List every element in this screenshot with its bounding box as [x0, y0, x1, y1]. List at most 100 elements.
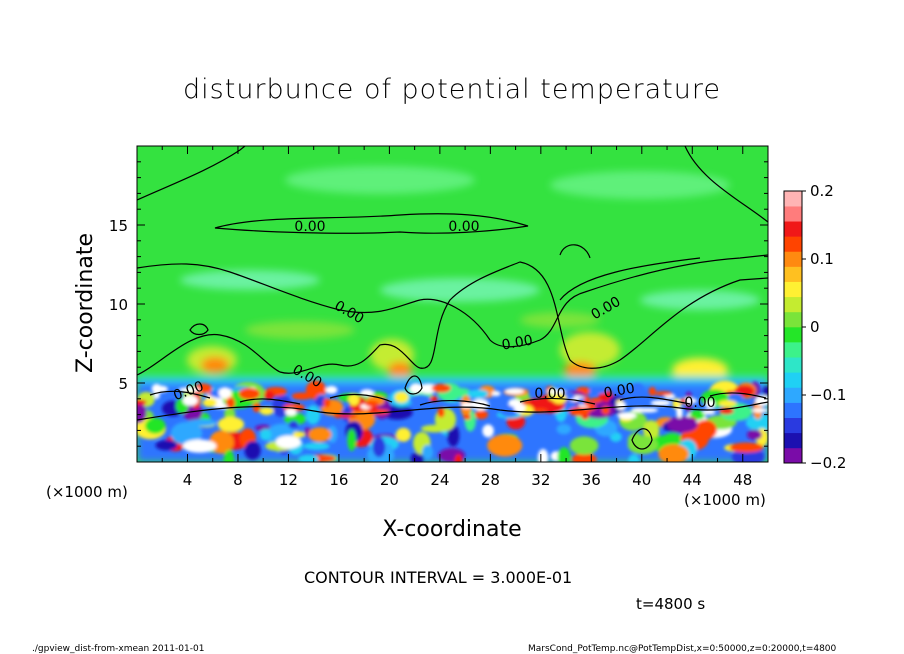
field-blob	[291, 392, 313, 400]
field-blob	[727, 393, 743, 403]
field-blob	[364, 400, 379, 408]
field-blob	[303, 442, 330, 450]
y-axis-label: Z-coordinate	[73, 233, 98, 373]
field-blob	[508, 398, 522, 407]
field-blob	[409, 383, 423, 394]
field-blob	[745, 414, 768, 432]
axis-ticks	[137, 146, 768, 462]
field-blob	[447, 424, 460, 447]
y-tick-label: 15	[109, 217, 128, 235]
field-blob	[429, 395, 438, 403]
colorbar-tick-label: 0	[810, 318, 820, 336]
field-blob	[627, 435, 658, 455]
y-tick-labels: 5 10 15	[109, 217, 128, 393]
x-tick-label: 8	[233, 471, 243, 489]
field-blob	[616, 401, 627, 411]
field-blob	[705, 399, 716, 409]
field-blob	[292, 431, 305, 438]
footer-right: MarsCond_PotTemp.nc@PotTempDist,x=0:5000…	[528, 644, 837, 654]
colorbar-swatch	[784, 221, 802, 237]
field-blob	[325, 385, 338, 395]
y-tick-label: 10	[109, 296, 128, 314]
contour-label: 0.00	[501, 332, 534, 353]
colorbar-tick-label: 0.1	[810, 250, 834, 268]
field-blob	[226, 397, 236, 409]
field-blob	[170, 421, 203, 446]
colorbar-swatch	[784, 432, 802, 449]
contour-lines	[137, 146, 768, 450]
field-blob	[155, 440, 178, 451]
field-blob	[223, 449, 235, 462]
contour-label: 0.00	[534, 386, 565, 402]
field-blob	[628, 454, 640, 462]
field-blob	[288, 420, 299, 429]
field-blob	[588, 388, 608, 394]
footer-left: ./gpview_dist-from-xmean 2011-01-01	[32, 644, 204, 654]
field-blob	[463, 414, 471, 420]
x-tick-label: 48	[733, 471, 752, 489]
colorbar-swatch	[784, 311, 802, 328]
x-tick-labels: 4 8 12 16 20 24 28 32 36 40 44 48	[183, 471, 753, 489]
field-blob	[153, 390, 160, 400]
field-blob	[259, 406, 274, 416]
x-tick-label: 4	[183, 471, 193, 489]
colorbar-swatch	[784, 327, 802, 343]
contour-label: 0.00	[448, 219, 479, 235]
field-blob	[244, 441, 261, 460]
colorbar-tick-labels: 0.2 0.1 0 −0.1 −0.2	[802, 182, 846, 472]
field-blob	[650, 400, 671, 406]
chart-title: disturbunce of potential temperature	[183, 74, 721, 105]
field-blob	[372, 436, 386, 458]
field-blob	[729, 442, 764, 453]
field-blob	[690, 409, 705, 420]
field-blob	[546, 389, 567, 394]
field-blob	[224, 407, 236, 420]
x-tick-label: 44	[683, 471, 702, 489]
field-blob	[537, 448, 549, 462]
colorbar-swatch	[784, 447, 802, 464]
y-tick-label: 5	[118, 375, 128, 393]
field-blob	[263, 390, 275, 400]
field-blob	[487, 434, 523, 457]
contour-label: 0.00	[603, 380, 636, 401]
colorbar	[784, 191, 802, 464]
field-blob	[347, 429, 356, 452]
colorbar-swatch	[784, 342, 802, 358]
field-blob	[348, 393, 360, 406]
field-blob	[556, 423, 572, 435]
field-blob	[719, 402, 753, 421]
field-blob	[394, 391, 409, 403]
heatmap-field	[137, 146, 768, 462]
field-blob	[217, 416, 245, 432]
colorbar-swatch	[784, 206, 802, 222]
colorbar-swatch	[784, 191, 802, 207]
field-blob	[137, 399, 147, 406]
field-blob	[410, 452, 424, 462]
contour-label: 0.00	[294, 219, 325, 235]
field-blob	[702, 409, 716, 415]
field-blob	[182, 395, 198, 406]
field-blob	[285, 408, 297, 416]
field-blob	[583, 395, 591, 407]
field-blob	[431, 383, 451, 393]
field-blob	[530, 408, 548, 413]
field-blob	[336, 413, 358, 418]
field-blob	[654, 391, 673, 396]
colorbar-swatch	[784, 281, 802, 298]
colorbar-tick-label: 0.2	[810, 182, 834, 200]
colorbar-swatch	[784, 372, 802, 388]
colorbar-tick-label: −0.2	[810, 454, 846, 472]
field-blob	[454, 453, 463, 462]
time-label: t=4800 s	[636, 595, 705, 613]
x-tick-label: 20	[380, 471, 399, 489]
field-blob	[218, 387, 232, 399]
field-blob	[631, 383, 644, 394]
field-blob	[569, 436, 599, 455]
field-blob	[648, 386, 656, 396]
field-blob	[467, 389, 489, 399]
x-unit-right: (×1000 m)	[684, 491, 766, 509]
field-blob	[762, 385, 768, 397]
field-blob	[643, 420, 660, 441]
